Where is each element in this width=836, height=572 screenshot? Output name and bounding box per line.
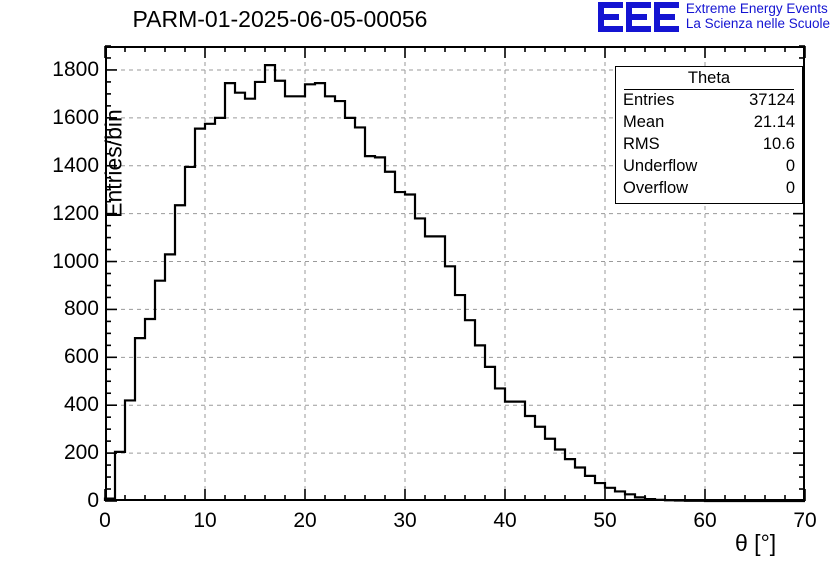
letter-e-icon xyxy=(653,2,679,32)
logo-line-1: Extreme Energy Events xyxy=(685,1,828,17)
eee-logo-text: Extreme Energy Events La Scienza nelle S… xyxy=(686,2,830,31)
statistics-value: 37124 xyxy=(749,91,795,109)
plot-frame xyxy=(105,46,805,501)
letter-e-icon xyxy=(625,2,651,32)
eee-logo-mark xyxy=(597,2,679,32)
statistics-box[interactable]: Theta Entries 37124 Mean 21.14 RMS 10.6 Underf… xyxy=(615,66,803,204)
logo-line-2: La Scienza nelle Scuole xyxy=(685,16,830,31)
statistics-value: 0 xyxy=(785,156,795,175)
statistics-rows: Entries 37124 Mean 21.14 RMS 10.6 Underflow 0 Ov… xyxy=(616,90,802,200)
x-tick-label: 30 xyxy=(393,509,417,532)
x-tick-label: 60 xyxy=(693,509,717,532)
statistics-key: RMS xyxy=(623,134,660,153)
statistics-key: Mean xyxy=(623,112,665,131)
y-tick-label: 1000 xyxy=(52,249,99,273)
statistics-row: Overflow 0 xyxy=(616,178,802,200)
statistics-value: 0 xyxy=(785,178,795,197)
x-tick-label: 50 xyxy=(593,509,617,532)
statistics-title: Theta xyxy=(624,67,794,90)
statistics-key: Underflow xyxy=(623,156,698,175)
statistics-value: 21.14 xyxy=(753,112,795,131)
statistics-key: Entries xyxy=(623,91,675,109)
y-tick-label: 200 xyxy=(63,441,99,465)
y-tick-label: 1400 xyxy=(52,153,99,177)
y-tick-label: 1200 xyxy=(52,201,99,225)
statistics-row: Entries 37124 xyxy=(616,90,802,112)
eee-logo: Extreme Energy Events La Scienza nelle S… xyxy=(597,2,830,32)
y-tick-label: 400 xyxy=(63,393,99,417)
y-tick-label: 800 xyxy=(63,297,99,321)
y-tick-label: 1800 xyxy=(52,57,99,81)
x-tick-label: 20 xyxy=(293,509,317,532)
x-tick-label: 70 xyxy=(793,509,817,532)
x-tick-label: 10 xyxy=(193,509,217,532)
page-title: PARM-01-2025-06-05-00056 xyxy=(132,6,428,32)
y-tick-label: 0 xyxy=(87,489,99,512)
statistics-value: 10.6 xyxy=(762,134,795,153)
x-tick-label: 0 xyxy=(99,509,111,532)
y-axis-title: Entries/bin xyxy=(100,109,127,218)
x-tick-label: 40 xyxy=(493,509,517,532)
statistics-row: Mean 21.14 xyxy=(616,112,802,134)
x-axis-title: θ [°] xyxy=(735,530,777,556)
y-tick-label: 600 xyxy=(63,345,99,369)
statistics-row: Underflow 0 xyxy=(616,156,802,178)
y-tick-label: 1600 xyxy=(52,105,99,129)
statistics-row: RMS 10.6 xyxy=(616,134,802,156)
statistics-key: Overflow xyxy=(623,178,689,197)
letter-e-icon xyxy=(597,2,623,32)
